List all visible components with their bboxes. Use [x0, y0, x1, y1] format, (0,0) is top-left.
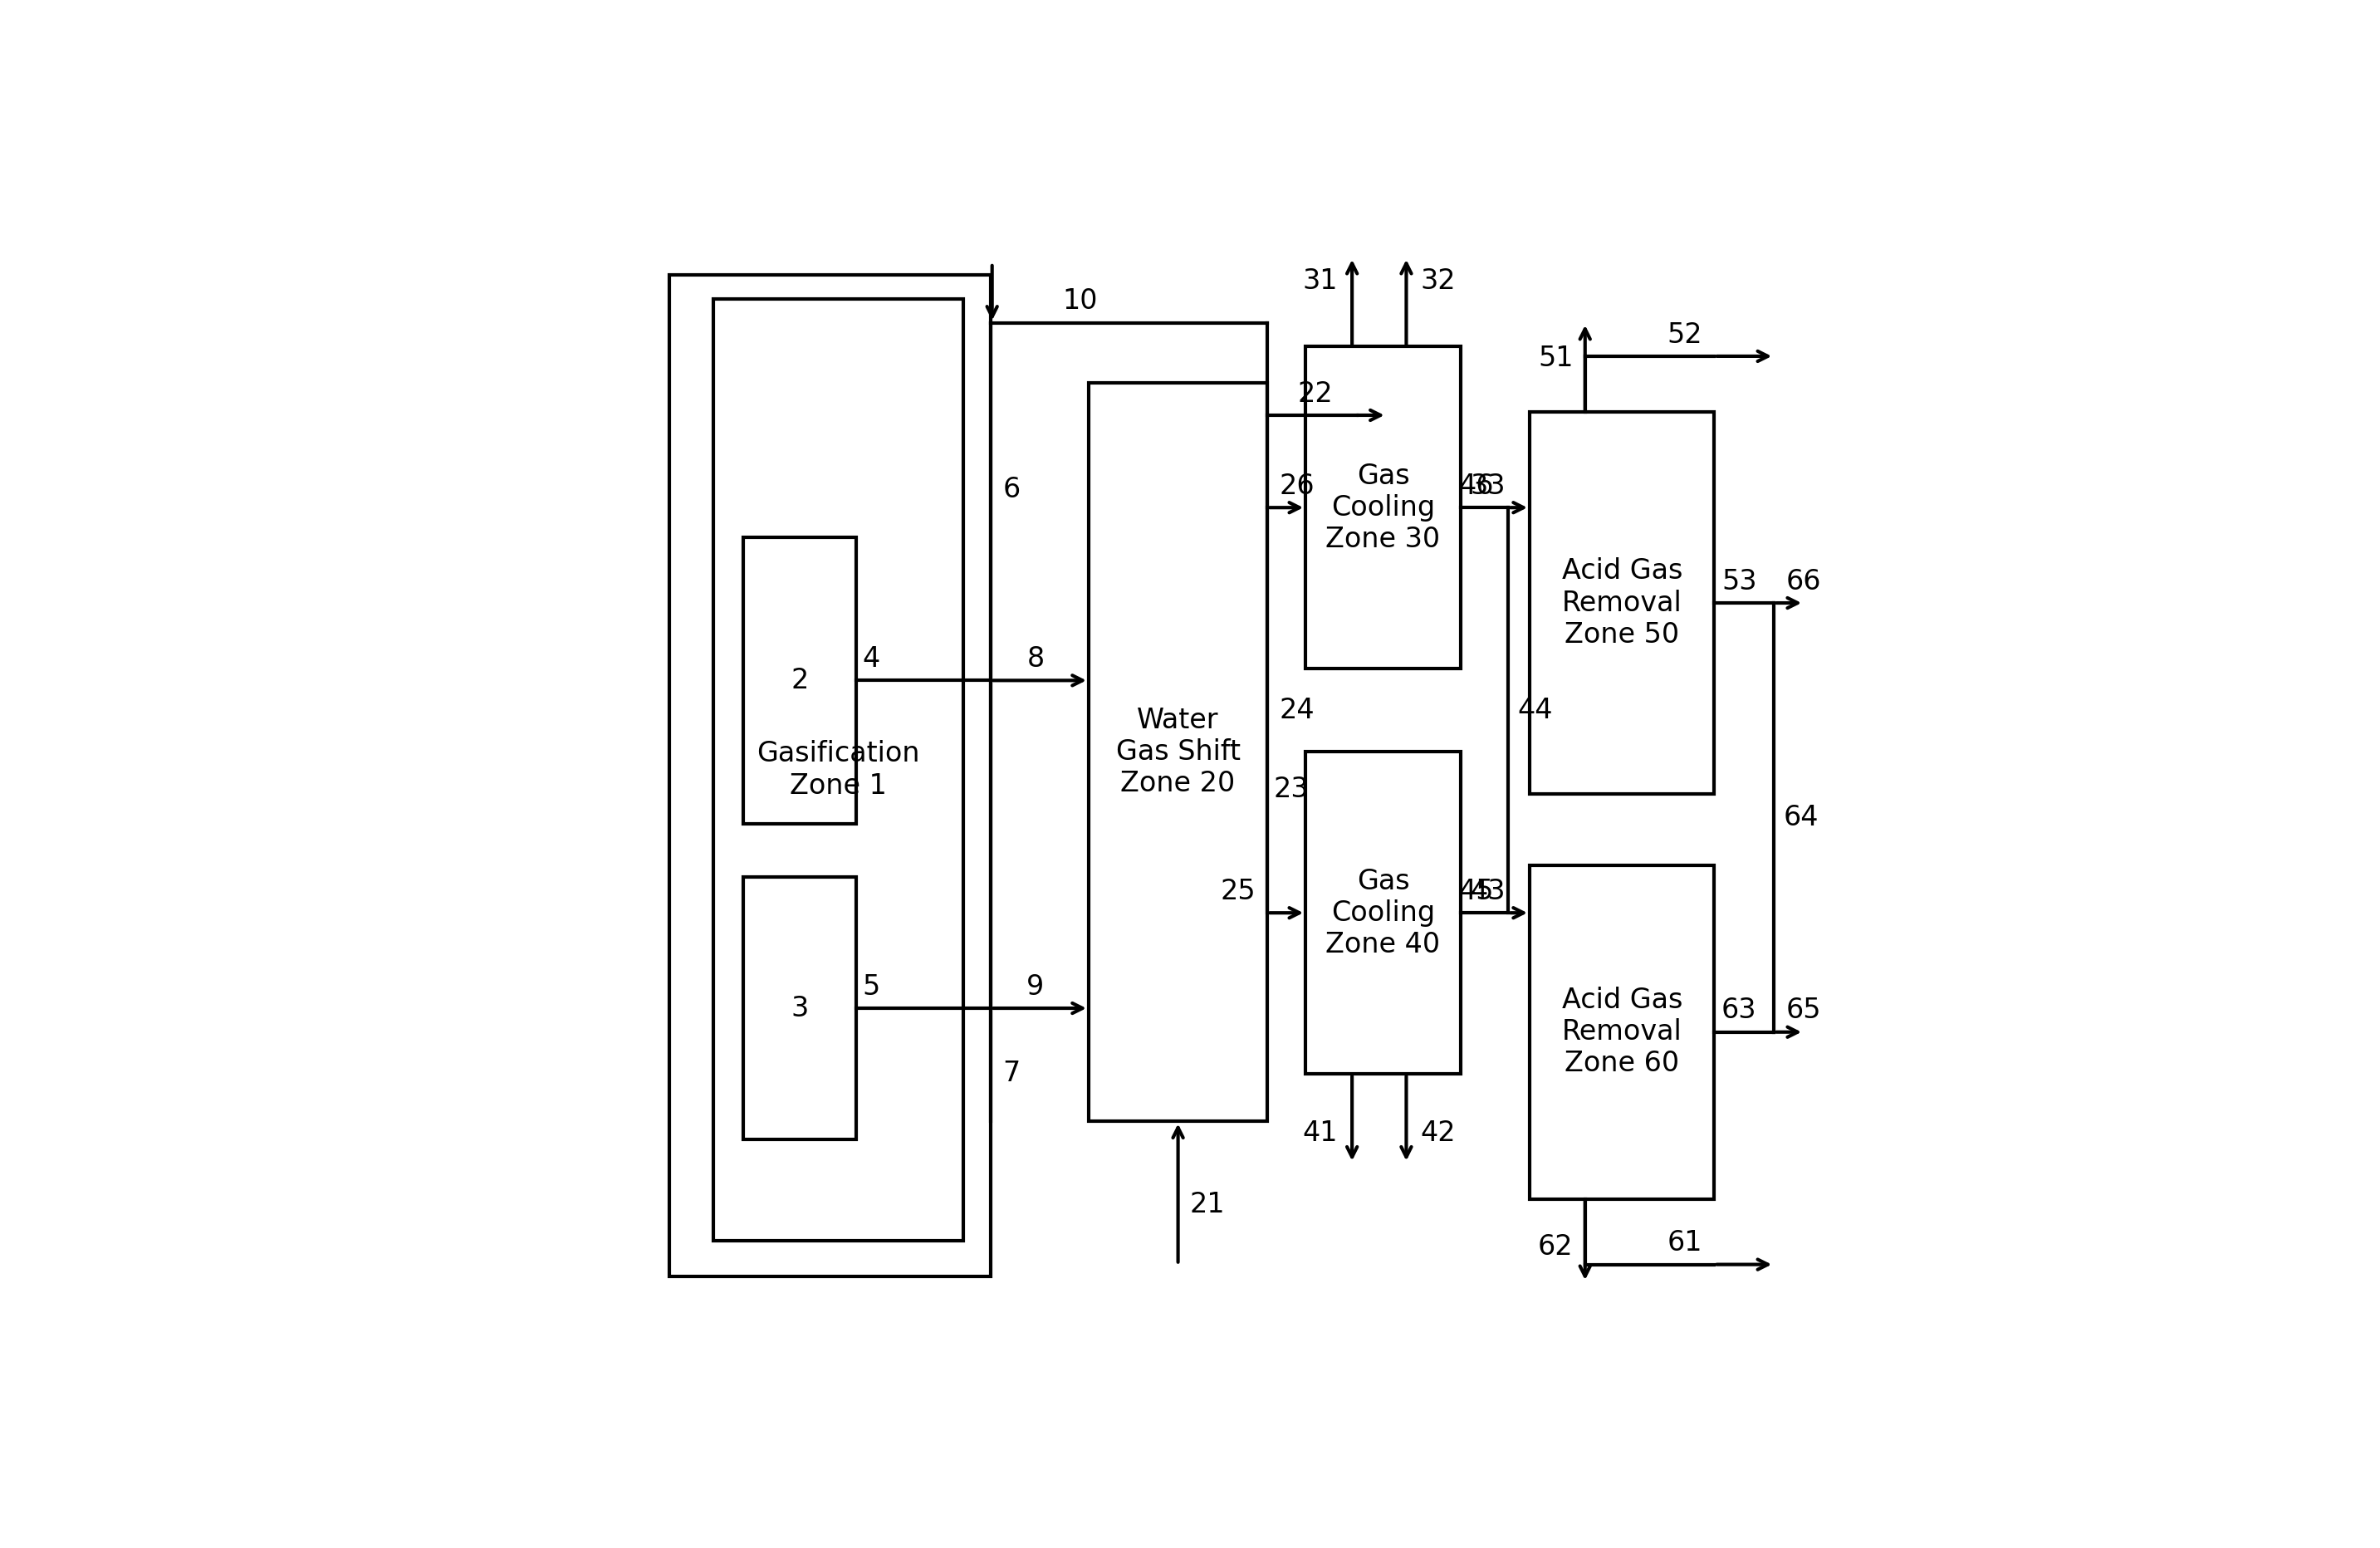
Bar: [714, 299, 964, 1240]
Bar: [1088, 382, 1269, 1121]
Text: 41: 41: [1302, 1119, 1338, 1147]
Text: 43: 43: [1471, 878, 1504, 906]
Text: 7: 7: [1002, 1060, 1021, 1088]
Bar: [1307, 752, 1461, 1074]
Text: 46: 46: [1459, 472, 1495, 500]
Text: 5: 5: [862, 974, 881, 1000]
Text: 53: 53: [1721, 568, 1756, 594]
Bar: [1530, 412, 1714, 794]
Text: 24: 24: [1280, 697, 1314, 724]
Text: 9: 9: [1026, 974, 1045, 1000]
Bar: [669, 276, 990, 1277]
Text: 42: 42: [1421, 1119, 1457, 1147]
Text: 3: 3: [790, 994, 809, 1022]
Text: 6: 6: [1002, 475, 1021, 503]
Text: Water
Gas Shift
Zone 20: Water Gas Shift Zone 20: [1116, 706, 1240, 797]
Text: 4: 4: [862, 646, 881, 673]
Text: 63: 63: [1721, 997, 1756, 1025]
Bar: [1530, 865, 1714, 1198]
Text: 8: 8: [1026, 646, 1045, 673]
Bar: [743, 537, 857, 824]
Text: 64: 64: [1783, 803, 1818, 831]
Text: 25: 25: [1221, 878, 1257, 906]
Bar: [1307, 347, 1461, 669]
Text: 22: 22: [1297, 381, 1333, 407]
Text: 51: 51: [1537, 345, 1573, 373]
Text: 32: 32: [1421, 268, 1457, 294]
Text: Gas
Cooling
Zone 40: Gas Cooling Zone 40: [1326, 867, 1440, 958]
Text: 65: 65: [1785, 997, 1821, 1025]
Text: 61: 61: [1666, 1229, 1702, 1257]
Text: 62: 62: [1537, 1232, 1573, 1260]
Text: 52: 52: [1666, 320, 1702, 348]
Text: Acid Gas
Removal
Zone 50: Acid Gas Removal Zone 50: [1561, 557, 1683, 649]
Text: 66: 66: [1785, 568, 1821, 594]
Text: Acid Gas
Removal
Zone 60: Acid Gas Removal Zone 60: [1561, 986, 1683, 1077]
Text: 2: 2: [790, 667, 809, 694]
Text: 10: 10: [1061, 288, 1097, 316]
Text: 23: 23: [1273, 776, 1309, 803]
Text: 33: 33: [1471, 472, 1504, 500]
Text: 44: 44: [1518, 697, 1554, 724]
Text: 26: 26: [1280, 472, 1314, 500]
Text: 21: 21: [1190, 1190, 1226, 1218]
Text: Gasification
Zone 1: Gasification Zone 1: [757, 740, 921, 799]
Bar: [743, 878, 857, 1139]
Text: 31: 31: [1302, 268, 1338, 294]
Text: Gas
Cooling
Zone 30: Gas Cooling Zone 30: [1326, 463, 1440, 553]
Text: 45: 45: [1459, 878, 1495, 906]
